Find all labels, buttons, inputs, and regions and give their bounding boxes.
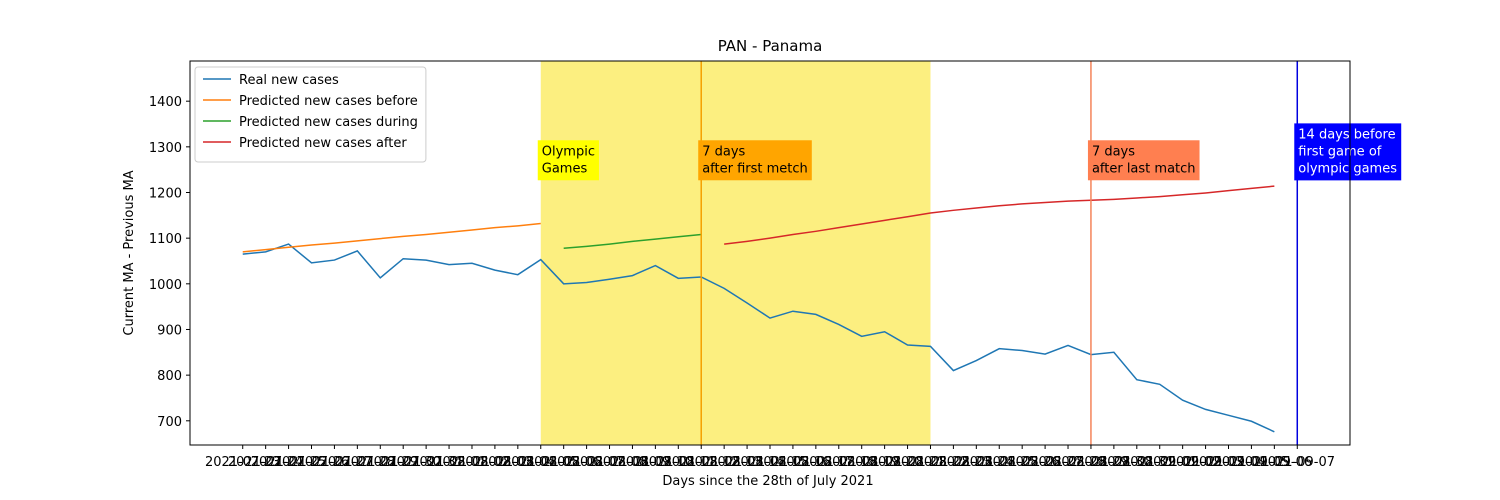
data-line xyxy=(724,185,1275,245)
annotation: 7 days after first metch xyxy=(698,140,812,181)
annotation-box xyxy=(537,140,599,181)
x-tick-label: 2021-08-12 xyxy=(663,455,739,470)
x-tick-label: 2021-08-18 xyxy=(801,455,877,470)
y-tick-label: 1100 xyxy=(149,232,182,247)
annotation-line: after last match xyxy=(1092,161,1196,176)
x-tick-label: 2021-08-30 xyxy=(1076,455,1152,470)
y-tick-label: 1400 xyxy=(149,95,182,110)
annotation: 7 days after last match xyxy=(1087,140,1200,181)
x-tick-label: 2021-09-05 xyxy=(1214,455,1290,470)
x-tick-label: 2021-09-06 xyxy=(1237,455,1313,470)
x-tick-label: 2021-08-24 xyxy=(939,455,1015,470)
x-tick-label: 2021-08-28 xyxy=(1030,455,1106,470)
legend-box xyxy=(194,66,427,163)
x-axis-label: Days since the 28th of July 2021 xyxy=(662,474,873,489)
plot-frame xyxy=(189,60,1351,446)
annotation-line: 14 days before xyxy=(1298,127,1395,142)
x-tick-label: 2021-08-10 xyxy=(618,455,694,470)
data-line xyxy=(242,243,1275,433)
annotation-text: 7 days after last match xyxy=(1092,144,1196,176)
annotation-text: 14 days before first game of olympic games xyxy=(1298,127,1397,176)
annotation-line: olympic games xyxy=(1298,161,1397,176)
x-tick-label: 2021-07-26 xyxy=(274,455,350,470)
annotation-line: first game of xyxy=(1298,144,1382,159)
x-tick-label: 2021-08-27 xyxy=(1007,455,1083,470)
y-tick-label: 1200 xyxy=(149,187,182,202)
x-tick-label: 2021-09-04 xyxy=(1191,455,1267,470)
x-tick-label: 2021-08-23 xyxy=(916,455,992,470)
x-tick-label: 2021-08-14 xyxy=(709,455,785,470)
y-axis-label: Current MA - Previous MA xyxy=(122,170,137,335)
x-tick-label: 2021-08-19 xyxy=(824,455,900,470)
y-tick-label: 900 xyxy=(157,323,182,338)
x-tick-label: 2021-08-21 xyxy=(870,455,946,470)
x-tick-label: 2021-08-13 xyxy=(686,455,762,470)
x-tick-label: 2021-08-25 xyxy=(961,455,1037,470)
x-tick-label: 2021-08-31 xyxy=(1099,455,1175,470)
y-tick-label: 800 xyxy=(157,369,182,384)
x-tick-label: 2021-08-20 xyxy=(847,455,923,470)
x-tick-label: 2021-08-26 xyxy=(984,455,1060,470)
y-tick-label: 1300 xyxy=(149,141,182,156)
annotation-box xyxy=(1087,140,1200,181)
x-tick-label: 2021-08-08 xyxy=(572,455,648,470)
data-line xyxy=(563,233,702,249)
x-tick-label: 2021-07-28 xyxy=(320,455,396,470)
x-tick-label: 2021-09-01 xyxy=(1122,455,1198,470)
x-tick-label: 2021-08-17 xyxy=(778,455,854,470)
data-line xyxy=(242,222,541,253)
annotation-line: 7 days xyxy=(1092,144,1135,159)
x-tick-label: 2021-08-06 xyxy=(526,455,602,470)
x-tick-label: 2021-08-02 xyxy=(434,455,510,470)
annotation-line: Olympic xyxy=(542,144,595,159)
legend-label: Real new cases xyxy=(239,73,339,88)
x-tick-label: 2021-07-29 xyxy=(342,455,418,470)
x-tick-label: 2021-07-31 xyxy=(388,455,464,470)
legend-label: Predicted new cases during xyxy=(239,115,418,130)
x-tick-label: 2021-09-03 xyxy=(1168,455,1244,470)
x-tick-label: 2021-08-11 xyxy=(641,455,717,470)
x-tick-label: 2021-08-09 xyxy=(595,455,671,470)
annotation-text: Olympic Games xyxy=(542,144,595,176)
chart-title: PAN - Panama xyxy=(718,37,823,55)
legend-label: Predicted new cases after xyxy=(239,136,407,151)
x-tick-label: 2021-08-04 xyxy=(480,455,556,470)
annotation-line: after first metch xyxy=(702,161,808,176)
annotation: Olympic Games xyxy=(537,140,599,181)
x-tick-label: 2021-08-15 xyxy=(732,455,808,470)
x-tick-label: 2021-07-24 xyxy=(228,455,304,470)
x-tick-label: 2021-07-25 xyxy=(251,455,327,470)
y-tick-label: 700 xyxy=(157,415,182,430)
x-tick-label: 2021-09-02 xyxy=(1145,455,1221,470)
annotation-line: Games xyxy=(542,161,588,176)
y-tick-label: 1000 xyxy=(149,278,182,293)
x-tick-label: 2021-07-23 xyxy=(205,455,281,470)
annotation-box xyxy=(1294,123,1402,181)
annotation-text: 7 days after first metch xyxy=(702,144,808,176)
annotation-box xyxy=(698,140,812,181)
legend: Real new cases Predicted new cases before… xyxy=(194,66,427,163)
x-tick-label: 2021-08-29 xyxy=(1053,455,1129,470)
highlight-span xyxy=(540,61,931,445)
x-tick-label: 2021-08-03 xyxy=(457,455,533,470)
annotation-line: 7 days xyxy=(702,144,745,159)
x-tick-label: 2021-08-05 xyxy=(503,455,579,470)
x-tick-label: 2021-08-22 xyxy=(893,455,969,470)
legend-label: Predicted new cases before xyxy=(239,94,418,109)
x-tick-label: 2021-08-16 xyxy=(755,455,831,470)
annotation: 14 days before first game of olympic games xyxy=(1294,123,1402,181)
x-tick-label: 2021-08-01 xyxy=(411,455,487,470)
x-tick-label: 2021-07-30 xyxy=(365,455,441,470)
x-tick-label: 2021-07-27 xyxy=(297,455,373,470)
x-tick-label: 2021-09-07 xyxy=(1259,455,1335,470)
x-tick-label: 2021-08-07 xyxy=(549,455,625,470)
